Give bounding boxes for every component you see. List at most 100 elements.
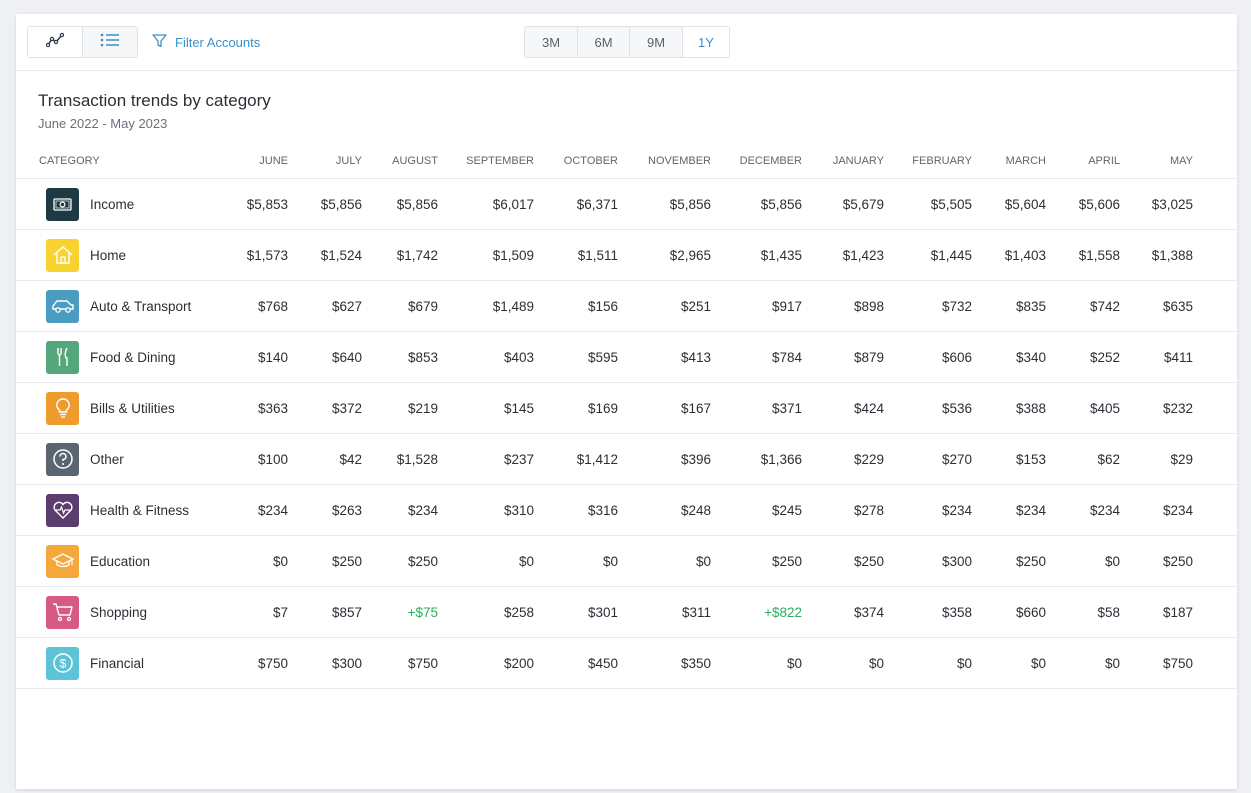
amount-cell[interactable]: $5,856 [711, 178, 802, 230]
amount-cell[interactable]: $167 [618, 382, 711, 434]
category-cell[interactable]: Bills & Utilities [16, 382, 219, 434]
amount-cell[interactable]: $1,412 [534, 433, 618, 485]
table-row[interactable]: Auto & Transport $768 $627 $679 $1,489 $156 $2… [16, 280, 1237, 332]
category-cell[interactable]: $ Financial [16, 637, 219, 689]
amount-cell[interactable]: $536 [884, 382, 972, 434]
amount-cell[interactable]: $413 [618, 331, 711, 383]
amount-cell[interactable]: $5,606 [1046, 178, 1120, 230]
amount-cell[interactable]: $234 [362, 484, 438, 536]
amount-cell[interactable]: $62 [1046, 433, 1120, 485]
amount-cell[interactable]: $250 [972, 535, 1046, 587]
amount-cell[interactable]: $627 [288, 280, 362, 332]
amount-cell[interactable]: $424 [802, 382, 884, 434]
table-row[interactable]: Food & Dining $140 $640 $853 $403 $595 $413 $78… [16, 331, 1237, 383]
month-column-header[interactable]: SEPTEMBER [466, 155, 534, 167]
table-row[interactable]: Home $1,573 $1,524 $1,742 $1,509 $1,511 $2,965… [16, 229, 1237, 281]
amount-cell[interactable]: $1,388 [1120, 229, 1193, 281]
amount-cell[interactable]: $250 [362, 535, 438, 587]
amount-cell[interactable]: $153 [972, 433, 1046, 485]
amount-cell[interactable]: $3,025 [1120, 178, 1193, 230]
amount-cell[interactable]: $363 [219, 382, 288, 434]
amount-cell[interactable]: $857 [288, 586, 362, 638]
amount-cell[interactable]: $250 [802, 535, 884, 587]
amount-cell[interactable]: $5,679 [802, 178, 884, 230]
amount-cell[interactable]: $250 [288, 535, 362, 587]
amount-cell[interactable]: $301 [534, 586, 618, 638]
amount-cell[interactable]: +$75 [362, 586, 438, 638]
category-cell[interactable]: Food & Dining [16, 331, 219, 383]
amount-cell[interactable]: $229 [802, 433, 884, 485]
amount-cell[interactable]: $0 [1046, 637, 1120, 689]
amount-cell[interactable]: $679 [362, 280, 438, 332]
amount-cell[interactable]: $300 [288, 637, 362, 689]
amount-cell[interactable]: $732 [884, 280, 972, 332]
amount-cell[interactable]: $0 [802, 637, 884, 689]
amount-cell[interactable]: $640 [288, 331, 362, 383]
amount-cell[interactable]: $234 [1120, 484, 1193, 536]
amount-cell[interactable]: $853 [362, 331, 438, 383]
amount-cell[interactable]: $250 [1120, 535, 1193, 587]
amount-cell[interactable]: $750 [1120, 637, 1193, 689]
amount-cell[interactable]: $0 [972, 637, 1046, 689]
filter-accounts-button[interactable]: Filter Accounts [152, 34, 260, 51]
amount-cell[interactable]: $187 [1120, 586, 1193, 638]
amount-cell[interactable]: $245 [711, 484, 802, 536]
amount-cell[interactable]: $169 [534, 382, 618, 434]
amount-cell[interactable]: $263 [288, 484, 362, 536]
month-column-header[interactable]: JUNE [259, 155, 288, 167]
range-1y-button[interactable]: 1Y [682, 27, 729, 57]
list-view-button[interactable] [82, 27, 137, 57]
amount-cell[interactable]: $1,509 [438, 229, 534, 281]
amount-cell[interactable]: $606 [884, 331, 972, 383]
amount-cell[interactable]: $6,371 [534, 178, 618, 230]
amount-cell[interactable]: $374 [802, 586, 884, 638]
amount-cell[interactable]: $0 [534, 535, 618, 587]
amount-cell[interactable]: $234 [219, 484, 288, 536]
month-column-header[interactable]: MARCH [1005, 155, 1046, 167]
amount-cell[interactable]: $5,856 [288, 178, 362, 230]
amount-cell[interactable]: $2,965 [618, 229, 711, 281]
range-9m-button[interactable]: 9M [629, 27, 682, 57]
amount-cell[interactable]: $750 [219, 637, 288, 689]
range-6m-button[interactable]: 6M [577, 27, 629, 57]
category-cell[interactable]: Income [16, 178, 219, 230]
amount-cell[interactable]: $0 [618, 535, 711, 587]
amount-cell[interactable]: $0 [1046, 535, 1120, 587]
amount-cell[interactable]: $750 [362, 637, 438, 689]
category-cell[interactable]: Other [16, 433, 219, 485]
category-cell[interactable]: Home [16, 229, 219, 281]
amount-cell[interactable]: $140 [219, 331, 288, 383]
amount-cell[interactable]: $234 [1046, 484, 1120, 536]
month-column-header[interactable]: OCTOBER [563, 155, 618, 167]
amount-cell[interactable]: $300 [884, 535, 972, 587]
amount-cell[interactable]: $1,489 [438, 280, 534, 332]
table-row[interactable]: Health & Fitness $234 $263 $234 $310 $316 $248… [16, 484, 1237, 536]
category-cell[interactable]: Shopping [16, 586, 219, 638]
month-column-header[interactable]: JANUARY [832, 155, 884, 167]
amount-cell[interactable]: $0 [438, 535, 534, 587]
amount-cell[interactable]: $42 [288, 433, 362, 485]
amount-cell[interactable]: $411 [1120, 331, 1193, 383]
table-row[interactable]: Shopping $7 $857 +$75 $258 $301 $311 +$822 $374 $… [16, 586, 1237, 638]
amount-cell[interactable]: $1,435 [711, 229, 802, 281]
amount-cell[interactable]: $250 [711, 535, 802, 587]
amount-cell[interactable]: $450 [534, 637, 618, 689]
amount-cell[interactable]: $835 [972, 280, 1046, 332]
amount-cell[interactable]: $0 [219, 535, 288, 587]
amount-cell[interactable]: $1,445 [884, 229, 972, 281]
amount-cell[interactable]: $595 [534, 331, 618, 383]
month-column-header[interactable]: DECEMBER [739, 155, 802, 167]
amount-cell[interactable]: $1,366 [711, 433, 802, 485]
amount-cell[interactable]: $234 [972, 484, 1046, 536]
amount-cell[interactable]: $784 [711, 331, 802, 383]
amount-cell[interactable]: $1,423 [802, 229, 884, 281]
amount-cell[interactable]: $1,573 [219, 229, 288, 281]
amount-cell[interactable]: $251 [618, 280, 711, 332]
amount-cell[interactable]: $660 [972, 586, 1046, 638]
amount-cell[interactable]: $388 [972, 382, 1046, 434]
amount-cell[interactable]: $917 [711, 280, 802, 332]
amount-cell[interactable]: $6,017 [438, 178, 534, 230]
amount-cell[interactable]: $234 [884, 484, 972, 536]
amount-cell[interactable]: $237 [438, 433, 534, 485]
amount-cell[interactable]: $5,604 [972, 178, 1046, 230]
